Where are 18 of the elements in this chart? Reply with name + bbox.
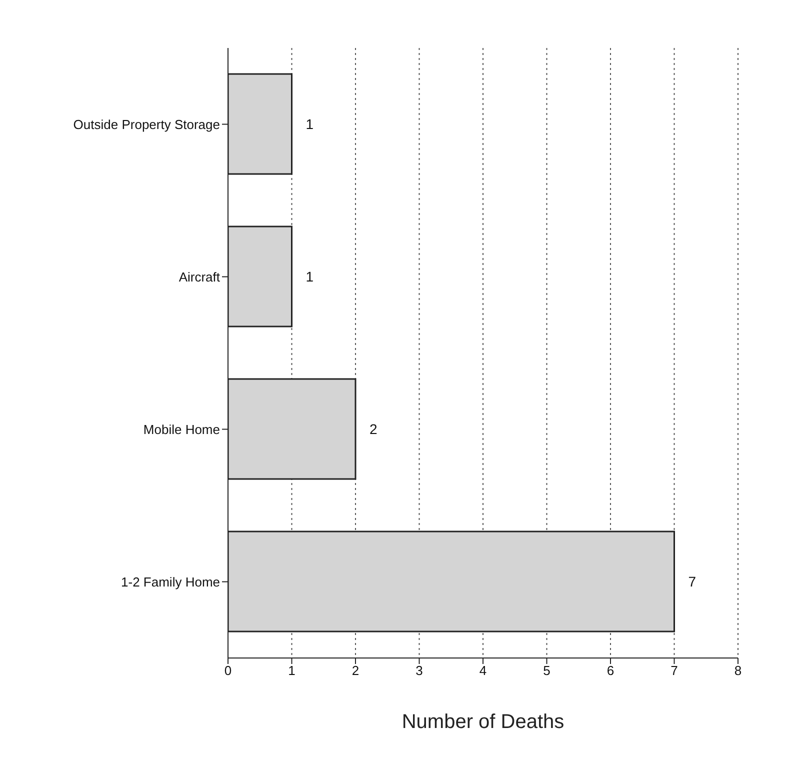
data-label: 7 <box>688 573 696 590</box>
y-tick-label: 1-2 Family Home <box>121 574 220 590</box>
x-tick-label: 2 <box>352 663 360 678</box>
data-label: 1 <box>306 116 314 132</box>
data-label: 2 <box>370 420 378 437</box>
x-tick-label: 8 <box>734 663 742 678</box>
y-tick-label: Outside Property Storage <box>73 116 220 132</box>
x-tick-label: 1 <box>288 663 296 678</box>
x-axis-title: Number of Deaths <box>402 711 564 733</box>
x-tick-label: 4 <box>479 663 487 678</box>
x-tick-label: 5 <box>543 663 550 678</box>
data-label: 1 <box>306 268 314 284</box>
x-tick-label: 3 <box>416 663 423 678</box>
x-tick-label: 0 <box>224 663 232 678</box>
y-tick-label: Mobile Home <box>143 422 220 437</box>
y-tick-label: Aircraft <box>178 269 220 284</box>
x-tick-label: 7 <box>670 663 678 678</box>
x-tick-label: 6 <box>606 663 614 678</box>
